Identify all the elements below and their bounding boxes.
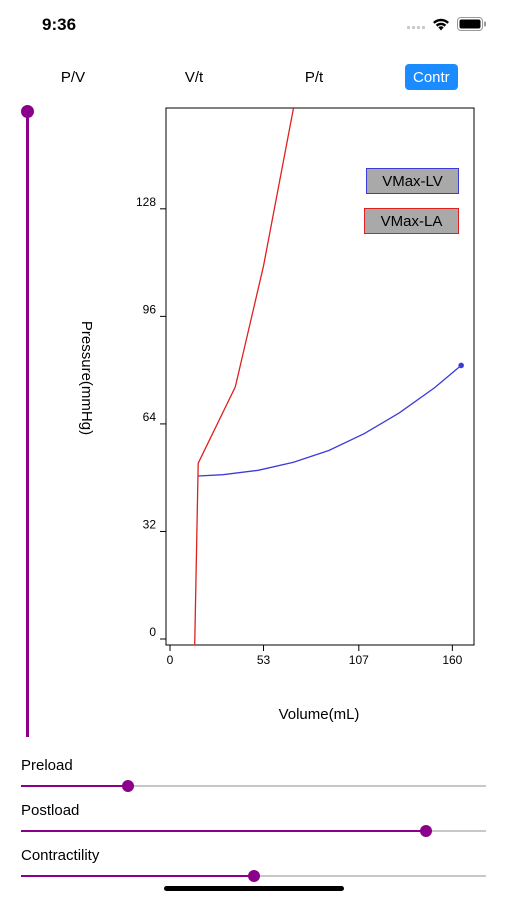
- preload-slider[interactable]: [21, 780, 486, 792]
- tab-contr[interactable]: Contr: [405, 64, 458, 90]
- x-axis-ticks: 0 53 107 160: [167, 645, 463, 667]
- vmax-lv-curve: [198, 364, 462, 477]
- legend-vmax-lv[interactable]: VMax-LV: [366, 168, 459, 194]
- x-tick-label: 107: [349, 653, 369, 667]
- x-tick-label: 53: [257, 653, 271, 667]
- postload-slider-thumb[interactable]: [419, 825, 432, 837]
- status-time: 9:36: [42, 15, 77, 34]
- vmax-lv-end-point: [458, 362, 464, 369]
- y-tick-label: 96: [143, 302, 157, 316]
- vertical-slider-thumb[interactable]: [21, 105, 34, 118]
- postload-label: Postload: [21, 802, 80, 819]
- legend-vmax-la[interactable]: VMax-LA: [364, 208, 459, 234]
- contractility-slider[interactable]: [21, 870, 486, 882]
- y-axis-ticks: 0 32 64 96 128: [136, 195, 166, 640]
- preload-label: Preload: [21, 757, 73, 774]
- y-axis-title: Pressure(mmHg): [78, 321, 95, 435]
- contractility-slider-thumb[interactable]: [247, 870, 260, 882]
- pv-chart: 0 32 64 96 128 0 53 107 160 Volume(mL) Pressure…: [78, 107, 475, 723]
- y-tick-label: 128: [136, 195, 156, 209]
- battery-icon: [457, 17, 486, 31]
- contractility-label: Contractility: [21, 847, 100, 864]
- x-tick-label: 0: [167, 653, 174, 667]
- preload-slider-thumb[interactable]: [121, 780, 134, 792]
- plot-frame: [165, 107, 475, 646]
- postload-slider-fill: [21, 830, 426, 832]
- tab-pv[interactable]: P/V: [60, 68, 86, 86]
- wifi-icon: [433, 18, 449, 30]
- signal-icon: [407, 19, 425, 29]
- y-tick-label: 0: [149, 625, 156, 639]
- contractility-slider-fill: [21, 875, 254, 877]
- x-axis-title: Volume(mL): [279, 706, 360, 723]
- postload-slider[interactable]: [21, 825, 486, 837]
- tab-vt[interactable]: V/t: [184, 68, 204, 86]
- tab-pt[interactable]: P/t: [304, 68, 324, 86]
- series-layer: [194, 107, 464, 646]
- vmax-la-curve: [194, 107, 295, 646]
- vertical-slider-track[interactable]: [26, 110, 29, 737]
- y-tick-label: 32: [143, 517, 157, 531]
- y-tick-label: 64: [143, 410, 157, 424]
- x-tick-label: 160: [442, 653, 462, 667]
- home-indicator: [164, 886, 344, 891]
- status-icons: [407, 14, 487, 34]
- preload-slider-fill: [21, 785, 128, 787]
